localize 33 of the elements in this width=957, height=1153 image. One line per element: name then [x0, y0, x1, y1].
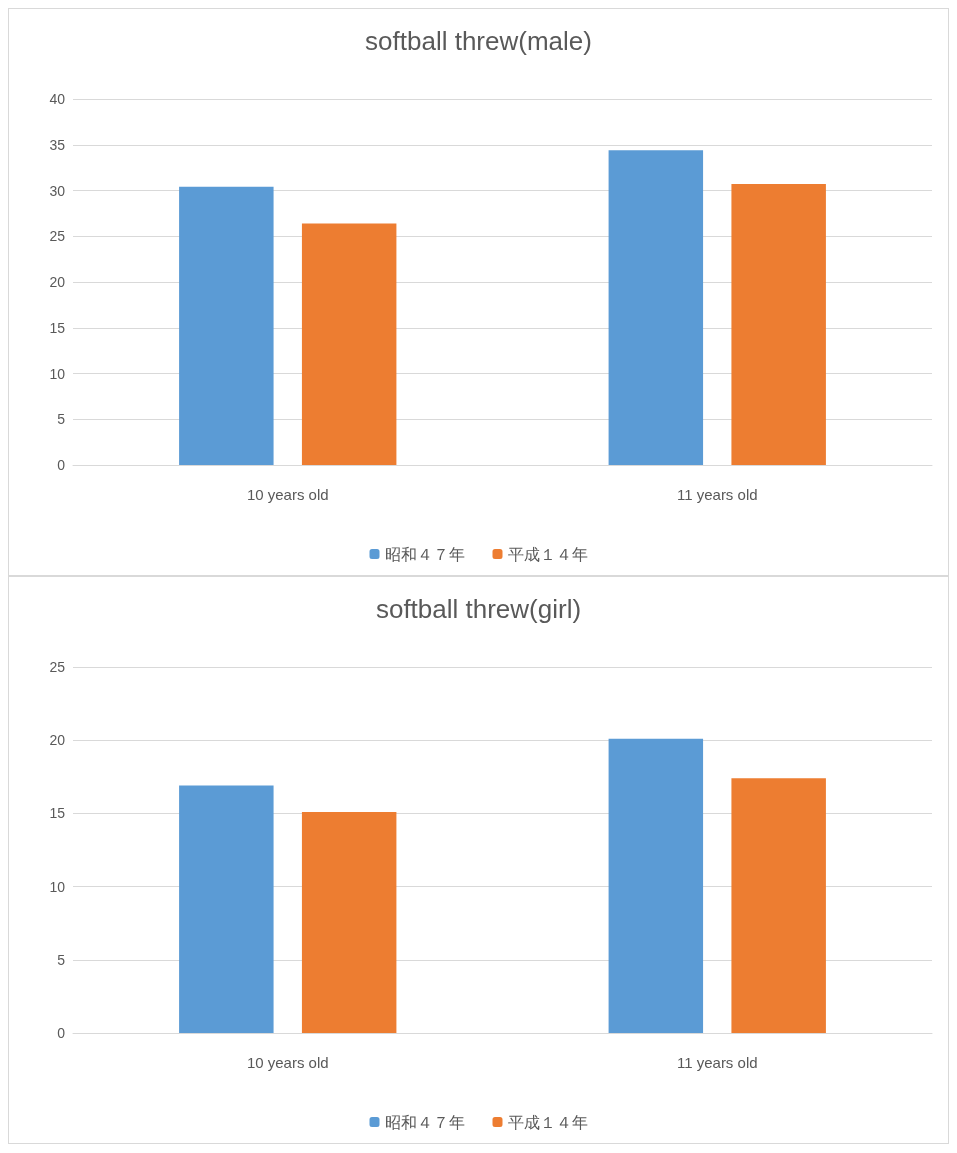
- legend-label: 平成１４年: [507, 1113, 588, 1131]
- y-tick-label: 25: [49, 659, 66, 675]
- y-tick-label: 20: [49, 274, 66, 290]
- y-tick-label: 35: [49, 136, 66, 153]
- bar: [731, 184, 826, 465]
- bar: [608, 738, 704, 1033]
- chart-title: softball threw(girl): [375, 594, 582, 624]
- y-tick-label: 5: [57, 411, 66, 428]
- bar: [301, 811, 397, 1033]
- chart-title: softball threw(male): [365, 26, 592, 56]
- x-tick-label: 11 years old: [676, 1054, 758, 1071]
- y-tick-label: 30: [49, 182, 66, 199]
- bar: [731, 778, 826, 1033]
- legend-label: 昭和４７年: [384, 545, 465, 563]
- legend-label: 平成１４年: [507, 545, 588, 563]
- x-tick-label: 11 years old: [676, 486, 758, 503]
- x-tick-label: 10 years old: [246, 486, 329, 503]
- legend-label: 昭和４７年: [384, 1113, 465, 1131]
- y-tick-label: 10: [49, 878, 66, 895]
- y-tick-label: 5: [57, 951, 66, 968]
- y-tick-label: 10: [49, 365, 66, 382]
- x-tick-label: 10 years old: [246, 1054, 329, 1071]
- y-tick-label: 15: [49, 805, 66, 822]
- bar: [179, 186, 274, 465]
- y-tick-label: 40: [49, 91, 66, 107]
- y-tick-label: 20: [49, 732, 66, 749]
- y-tick-label: 0: [57, 457, 66, 473]
- y-tick-label: 0: [57, 1025, 66, 1041]
- bar: [179, 785, 274, 1033]
- bar: [301, 223, 397, 465]
- bar: [608, 150, 704, 465]
- y-tick-label: 25: [49, 228, 66, 245]
- y-tick-label: 15: [49, 319, 66, 336]
